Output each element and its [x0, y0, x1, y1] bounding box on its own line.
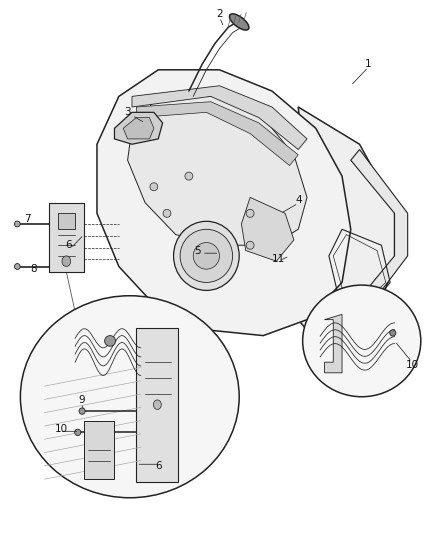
Ellipse shape: [180, 229, 232, 282]
Polygon shape: [324, 314, 341, 373]
Text: 5: 5: [194, 246, 201, 255]
Polygon shape: [132, 86, 306, 150]
Ellipse shape: [20, 296, 239, 498]
Ellipse shape: [246, 209, 254, 217]
Polygon shape: [114, 112, 162, 144]
Ellipse shape: [14, 221, 20, 227]
Polygon shape: [97, 70, 350, 336]
Text: 2: 2: [215, 9, 223, 19]
Ellipse shape: [162, 209, 170, 217]
Ellipse shape: [184, 172, 192, 180]
Ellipse shape: [389, 330, 395, 336]
Text: 3: 3: [124, 107, 131, 117]
Polygon shape: [123, 118, 153, 139]
Ellipse shape: [62, 256, 71, 266]
Ellipse shape: [153, 400, 161, 409]
Text: 6: 6: [155, 461, 161, 471]
Text: 11: 11: [271, 254, 285, 263]
Ellipse shape: [302, 285, 420, 397]
FancyBboxPatch shape: [84, 421, 114, 479]
Ellipse shape: [74, 429, 81, 435]
Ellipse shape: [14, 264, 20, 269]
FancyBboxPatch shape: [49, 203, 84, 272]
Polygon shape: [241, 197, 293, 261]
Ellipse shape: [193, 243, 219, 269]
Ellipse shape: [104, 336, 115, 346]
Polygon shape: [350, 150, 407, 320]
Text: 6: 6: [65, 240, 72, 250]
Text: 1: 1: [364, 60, 371, 69]
FancyBboxPatch shape: [136, 328, 177, 482]
Text: 7: 7: [25, 214, 31, 224]
Polygon shape: [127, 96, 306, 245]
Ellipse shape: [79, 408, 85, 414]
Text: 9: 9: [78, 395, 85, 406]
Text: 10: 10: [54, 424, 67, 434]
Polygon shape: [136, 102, 297, 165]
Ellipse shape: [246, 241, 254, 249]
Ellipse shape: [173, 221, 239, 290]
Text: 4: 4: [294, 195, 301, 205]
Text: 8: 8: [30, 264, 37, 274]
Ellipse shape: [229, 14, 248, 30]
Ellipse shape: [150, 183, 157, 191]
Text: 10: 10: [405, 360, 418, 370]
FancyBboxPatch shape: [57, 213, 75, 229]
Polygon shape: [285, 107, 394, 330]
